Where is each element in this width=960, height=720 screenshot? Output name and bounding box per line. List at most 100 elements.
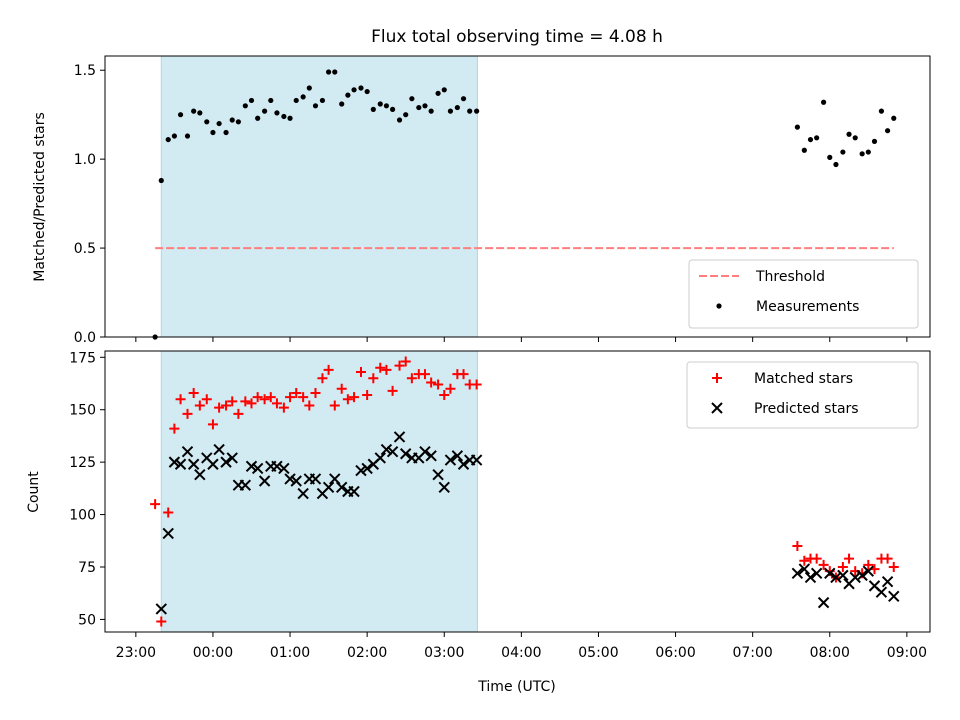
matched-stars-point	[221, 400, 232, 411]
x-tick-label: 09:00	[887, 645, 927, 661]
predicted-stars-point	[226, 452, 238, 464]
measurements-point	[383, 103, 390, 109]
predicted-stars-point	[174, 458, 187, 470]
measurements-point	[268, 97, 274, 104]
matched-stars-point	[349, 392, 360, 403]
y-axis-label-top: Matched/Predicted stars	[32, 112, 48, 282]
predicted-stars-point	[837, 569, 849, 582]
measurements-point	[242, 103, 248, 109]
measurements-point	[274, 110, 280, 116]
measurements-point	[197, 110, 203, 116]
matched-stars-point	[342, 394, 353, 405]
matched-stars-point	[175, 394, 186, 405]
predicted-stars-point	[470, 454, 483, 466]
measurements-point	[191, 108, 197, 114]
predicted-stars-point	[386, 445, 399, 458]
predicted-stars-point	[438, 481, 450, 494]
matched-stars-point	[355, 366, 366, 377]
matched-stars-point	[271, 398, 282, 409]
chart-title: Flux total observing time = 4.08 h	[371, 27, 663, 47]
measurements-point	[416, 104, 422, 111]
predicted-stars-point	[162, 527, 174, 540]
y-axis-label-bottom: Count	[26, 471, 42, 513]
predicted-stars-point	[804, 571, 817, 584]
measurements-point	[210, 129, 216, 136]
measurements-point	[332, 69, 338, 75]
measurements-point	[846, 131, 852, 137]
predicted-stars-point	[335, 481, 348, 494]
predicted-stars-point	[451, 450, 464, 462]
legend-box	[686, 361, 919, 429]
measurements-point	[345, 92, 351, 98]
measurements-point	[396, 117, 403, 123]
measurements-point	[840, 149, 846, 155]
predicted-stars-point	[830, 571, 842, 584]
predicted-stars-point	[168, 456, 181, 468]
y-tick-label: 175	[69, 350, 96, 366]
predicted-stars-point	[875, 586, 888, 598]
measurements-point	[403, 112, 409, 118]
predicted-stars-point	[444, 454, 457, 466]
matched-stars-point	[317, 373, 328, 384]
predicted-stars-point	[213, 443, 225, 456]
y-tick-label: 50	[78, 612, 96, 628]
measurements-point	[184, 133, 191, 139]
predicted-stars-point	[457, 458, 470, 470]
measurements-point	[229, 117, 235, 123]
predicted-stars-point	[194, 469, 206, 481]
predicted-stars-point	[278, 462, 290, 475]
measurements-point	[364, 88, 370, 95]
measurements-point	[441, 87, 447, 93]
matched-stars-point	[387, 385, 398, 396]
measurements-point	[389, 106, 396, 112]
predicted-stars-point	[419, 445, 431, 458]
measurements-point	[300, 94, 306, 100]
predicted-stars-point	[309, 473, 322, 485]
predicted-stars-point	[290, 475, 302, 487]
predicted-stars-point	[258, 475, 271, 487]
matched-stars-point	[201, 394, 212, 405]
predicted-stars-point	[155, 603, 167, 615]
measurements-point	[312, 103, 319, 109]
matched-stars-point	[252, 392, 263, 403]
predicted-stars-point	[251, 462, 264, 475]
y-tick-label: 150	[69, 403, 96, 419]
measurements-point	[287, 115, 293, 121]
measurements-point	[884, 128, 891, 134]
observing-window-shade	[160, 55, 478, 338]
matched-stars-point	[400, 356, 411, 367]
y-tick-label: 1.0	[74, 152, 96, 168]
legend-label: Matched stars	[754, 371, 853, 387]
matched-stars-point	[882, 553, 893, 564]
matched-stars-point	[818, 559, 829, 570]
matched-stars-point	[259, 394, 270, 405]
measurements-point	[871, 138, 878, 144]
matched-stars-point	[863, 559, 874, 570]
y-tick-label: 100	[69, 508, 96, 524]
matched-stars-point	[368, 373, 379, 384]
matched-stars-point	[182, 408, 193, 419]
predicted-stars-point	[220, 456, 232, 468]
predicted-stars-point	[374, 452, 386, 464]
matched-stars-point	[439, 390, 450, 401]
matched-stars-point	[214, 402, 225, 413]
measurements-point	[293, 97, 299, 104]
predicted-stars-point	[888, 590, 900, 603]
legend-plus-marker	[712, 373, 722, 383]
predicted-stars-point	[798, 563, 811, 575]
matched-stars-point	[227, 396, 238, 407]
matched-stars-point	[278, 402, 289, 413]
predicted-stars-point	[881, 575, 894, 588]
x-tick-label: 23:00	[116, 645, 156, 661]
predicted-stars-point	[181, 445, 194, 458]
predicted-stars-point	[245, 460, 258, 473]
predicted-stars-point	[862, 565, 875, 577]
matched-stars-point	[304, 400, 315, 411]
predicted-stars-point	[399, 448, 412, 460]
matched-stars-point	[240, 396, 251, 407]
matched-stars-point	[458, 369, 469, 380]
predicted-stars-point	[393, 431, 406, 443]
legend-x-marker	[711, 402, 723, 414]
measurements-point	[833, 161, 839, 168]
measurements-point	[409, 96, 415, 102]
